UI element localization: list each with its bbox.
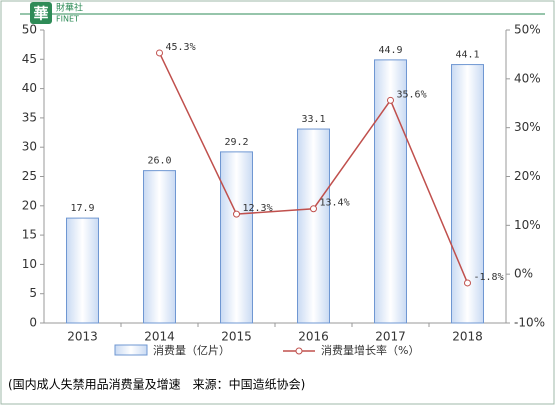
line-marker bbox=[156, 49, 163, 57]
y-tick-label: 15 bbox=[22, 228, 37, 242]
x-tick-label: 2016 bbox=[298, 330, 329, 344]
y-tick-label: 20 bbox=[22, 198, 37, 212]
line-value-label: 13.4% bbox=[320, 198, 350, 209]
line-marker bbox=[387, 96, 394, 104]
caption: (国内成人失禁用品消费量及增速 来源：中国造纸协会) bbox=[8, 377, 305, 392]
y2-tick-label: 50% bbox=[514, 23, 541, 37]
y2-tick-label: 0% bbox=[514, 267, 533, 281]
y2-tick-label: 10% bbox=[514, 218, 541, 232]
bar bbox=[297, 128, 330, 324]
line-value-label: 12.3% bbox=[243, 203, 273, 214]
logo-sub: FINET bbox=[56, 15, 79, 24]
y-tick-label: 35 bbox=[22, 110, 37, 124]
y-tick-label: 10 bbox=[22, 257, 37, 271]
y2-tick-label: -10% bbox=[514, 316, 545, 330]
legend-line-marker bbox=[295, 347, 303, 355]
legend-bar-swatch bbox=[114, 344, 148, 356]
line-marker bbox=[310, 205, 317, 213]
line-value-label: 35.6% bbox=[397, 89, 427, 100]
bar-value-label: 26.0 bbox=[147, 156, 171, 167]
line-marker bbox=[464, 279, 471, 287]
bar-value-label: 44.1 bbox=[455, 50, 479, 61]
y2-tick-label: 20% bbox=[514, 169, 541, 183]
line-marker bbox=[233, 210, 240, 218]
y-tick-label: 45 bbox=[22, 52, 37, 66]
x-tick-label: 2014 bbox=[144, 330, 175, 344]
line-value-label: -1.8% bbox=[474, 272, 504, 283]
legend-label: 消费量增长率（%） bbox=[321, 343, 419, 357]
y2-tick-label: 40% bbox=[514, 71, 541, 85]
bar-value-label: 44.9 bbox=[378, 45, 402, 56]
logo-name: 財華社 bbox=[56, 2, 83, 14]
bar-value-label: 17.9 bbox=[70, 203, 94, 214]
y-tick-label: 5 bbox=[29, 286, 37, 300]
y-tick-label: 30 bbox=[22, 140, 37, 154]
y2-tick-label: 30% bbox=[514, 120, 541, 134]
logo-box bbox=[30, 2, 52, 24]
bar-value-label: 29.2 bbox=[224, 137, 248, 148]
bar bbox=[220, 151, 253, 324]
y-tick-label: 25 bbox=[22, 169, 37, 183]
x-tick-label: 2018 bbox=[452, 330, 483, 344]
x-tick-label: 2013 bbox=[67, 330, 98, 344]
bar bbox=[143, 170, 176, 324]
logo-mark: 華 bbox=[33, 5, 48, 23]
bar-value-label: 33.1 bbox=[301, 114, 325, 125]
legend-label: 消费量（亿片） bbox=[153, 343, 230, 357]
y-tick-label: 40 bbox=[22, 81, 37, 95]
bar bbox=[66, 217, 99, 324]
y-tick-label: 50 bbox=[22, 23, 37, 37]
x-tick-label: 2015 bbox=[221, 330, 252, 344]
line-value-label: 45.3% bbox=[166, 42, 196, 53]
y-tick-label: 0 bbox=[29, 316, 37, 330]
x-tick-label: 2017 bbox=[375, 330, 406, 344]
